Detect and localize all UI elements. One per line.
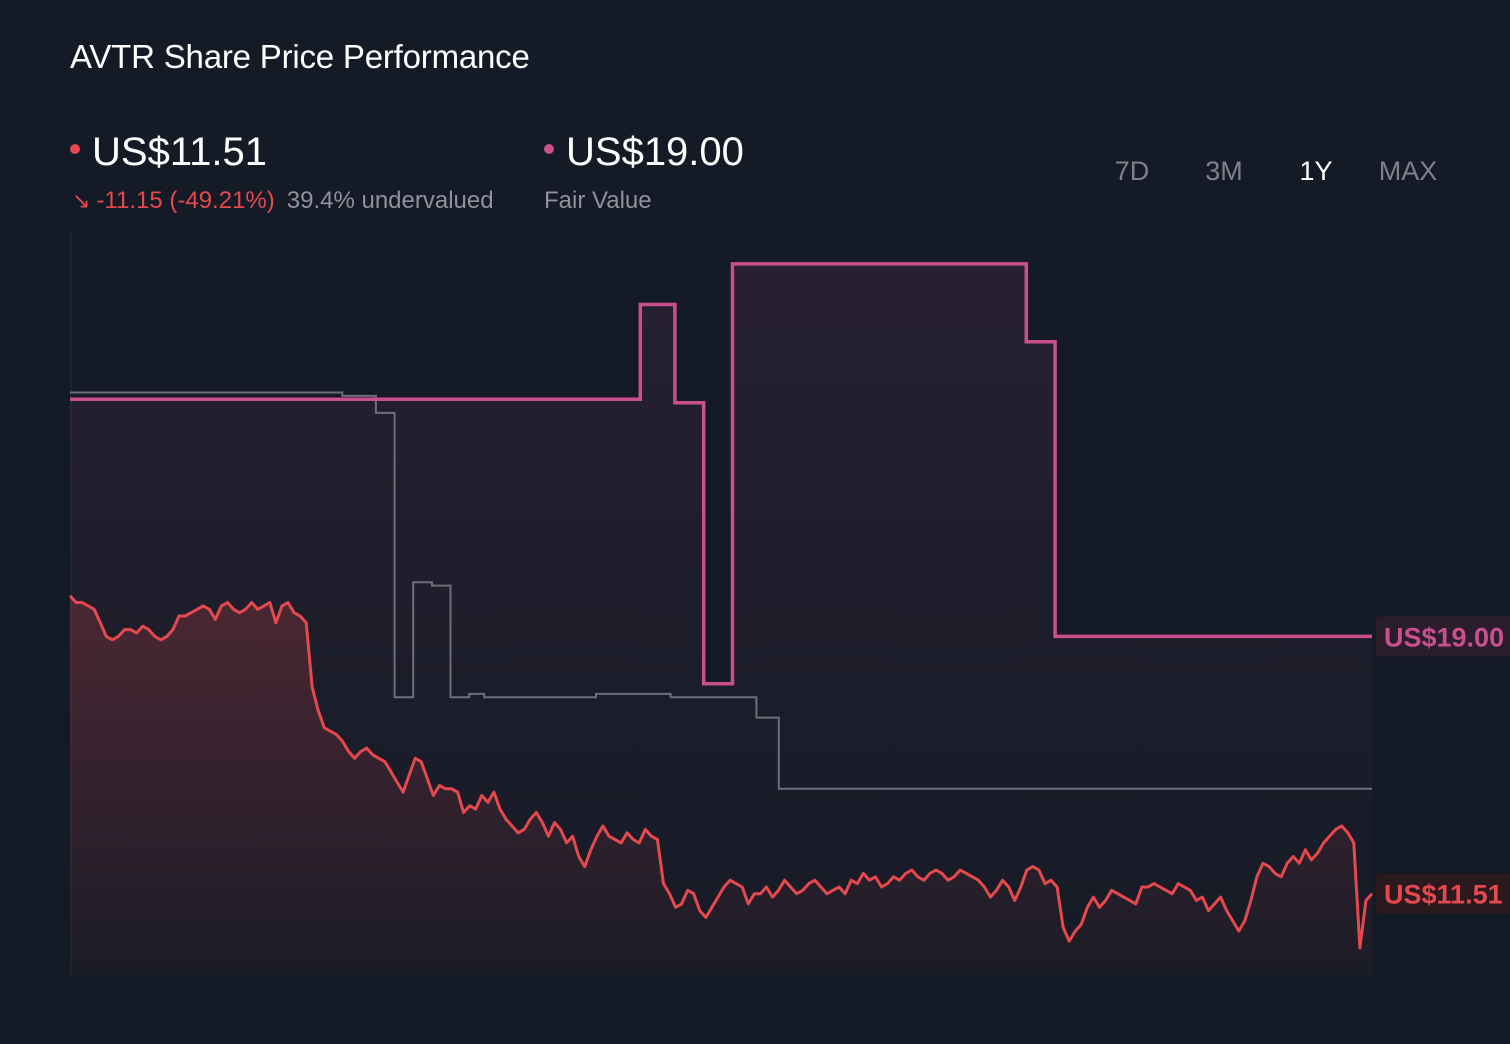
current-price-value: US$11.51 <box>92 130 267 174</box>
fair-value-end-tag <box>1376 616 1510 657</box>
price-end-tag <box>1376 873 1510 914</box>
period-1y[interactable]: 1Y <box>1299 156 1333 186</box>
fair-value-label: Fair Value <box>544 187 652 214</box>
page-title: AVTR Share Price Performance <box>70 38 530 75</box>
price-change-row: ↘ -11.15 (-49.21%) 39.4% undervalued <box>72 187 494 215</box>
price-change: -11.15 (-49.21%) <box>96 187 275 214</box>
price-area <box>70 595 1372 975</box>
fair-value-end-label: US$19.00 <box>1384 622 1504 652</box>
fair-value-line <box>70 262 1372 686</box>
period-max[interactable]: MAX <box>1378 156 1438 186</box>
fair-value: US$19.00 <box>544 130 744 175</box>
fair-value-legend-dot <box>544 143 554 154</box>
period-3m[interactable]: 3M <box>1205 156 1243 186</box>
period-selector: 7D 3M 1Y MAX <box>1086 156 1454 187</box>
current-price: US$11.51 <box>70 130 267 175</box>
price-legend-dot <box>70 143 80 154</box>
valuation-status: 39.4% undervalued <box>286 187 494 214</box>
price-end-label: US$11.51 <box>1384 880 1503 910</box>
arrow-down-right-icon: ↘ <box>72 188 91 213</box>
price-line <box>68 594 1374 950</box>
period-7d[interactable]: 7D <box>1114 156 1150 186</box>
fair-value-amount: US$19.00 <box>566 130 744 174</box>
